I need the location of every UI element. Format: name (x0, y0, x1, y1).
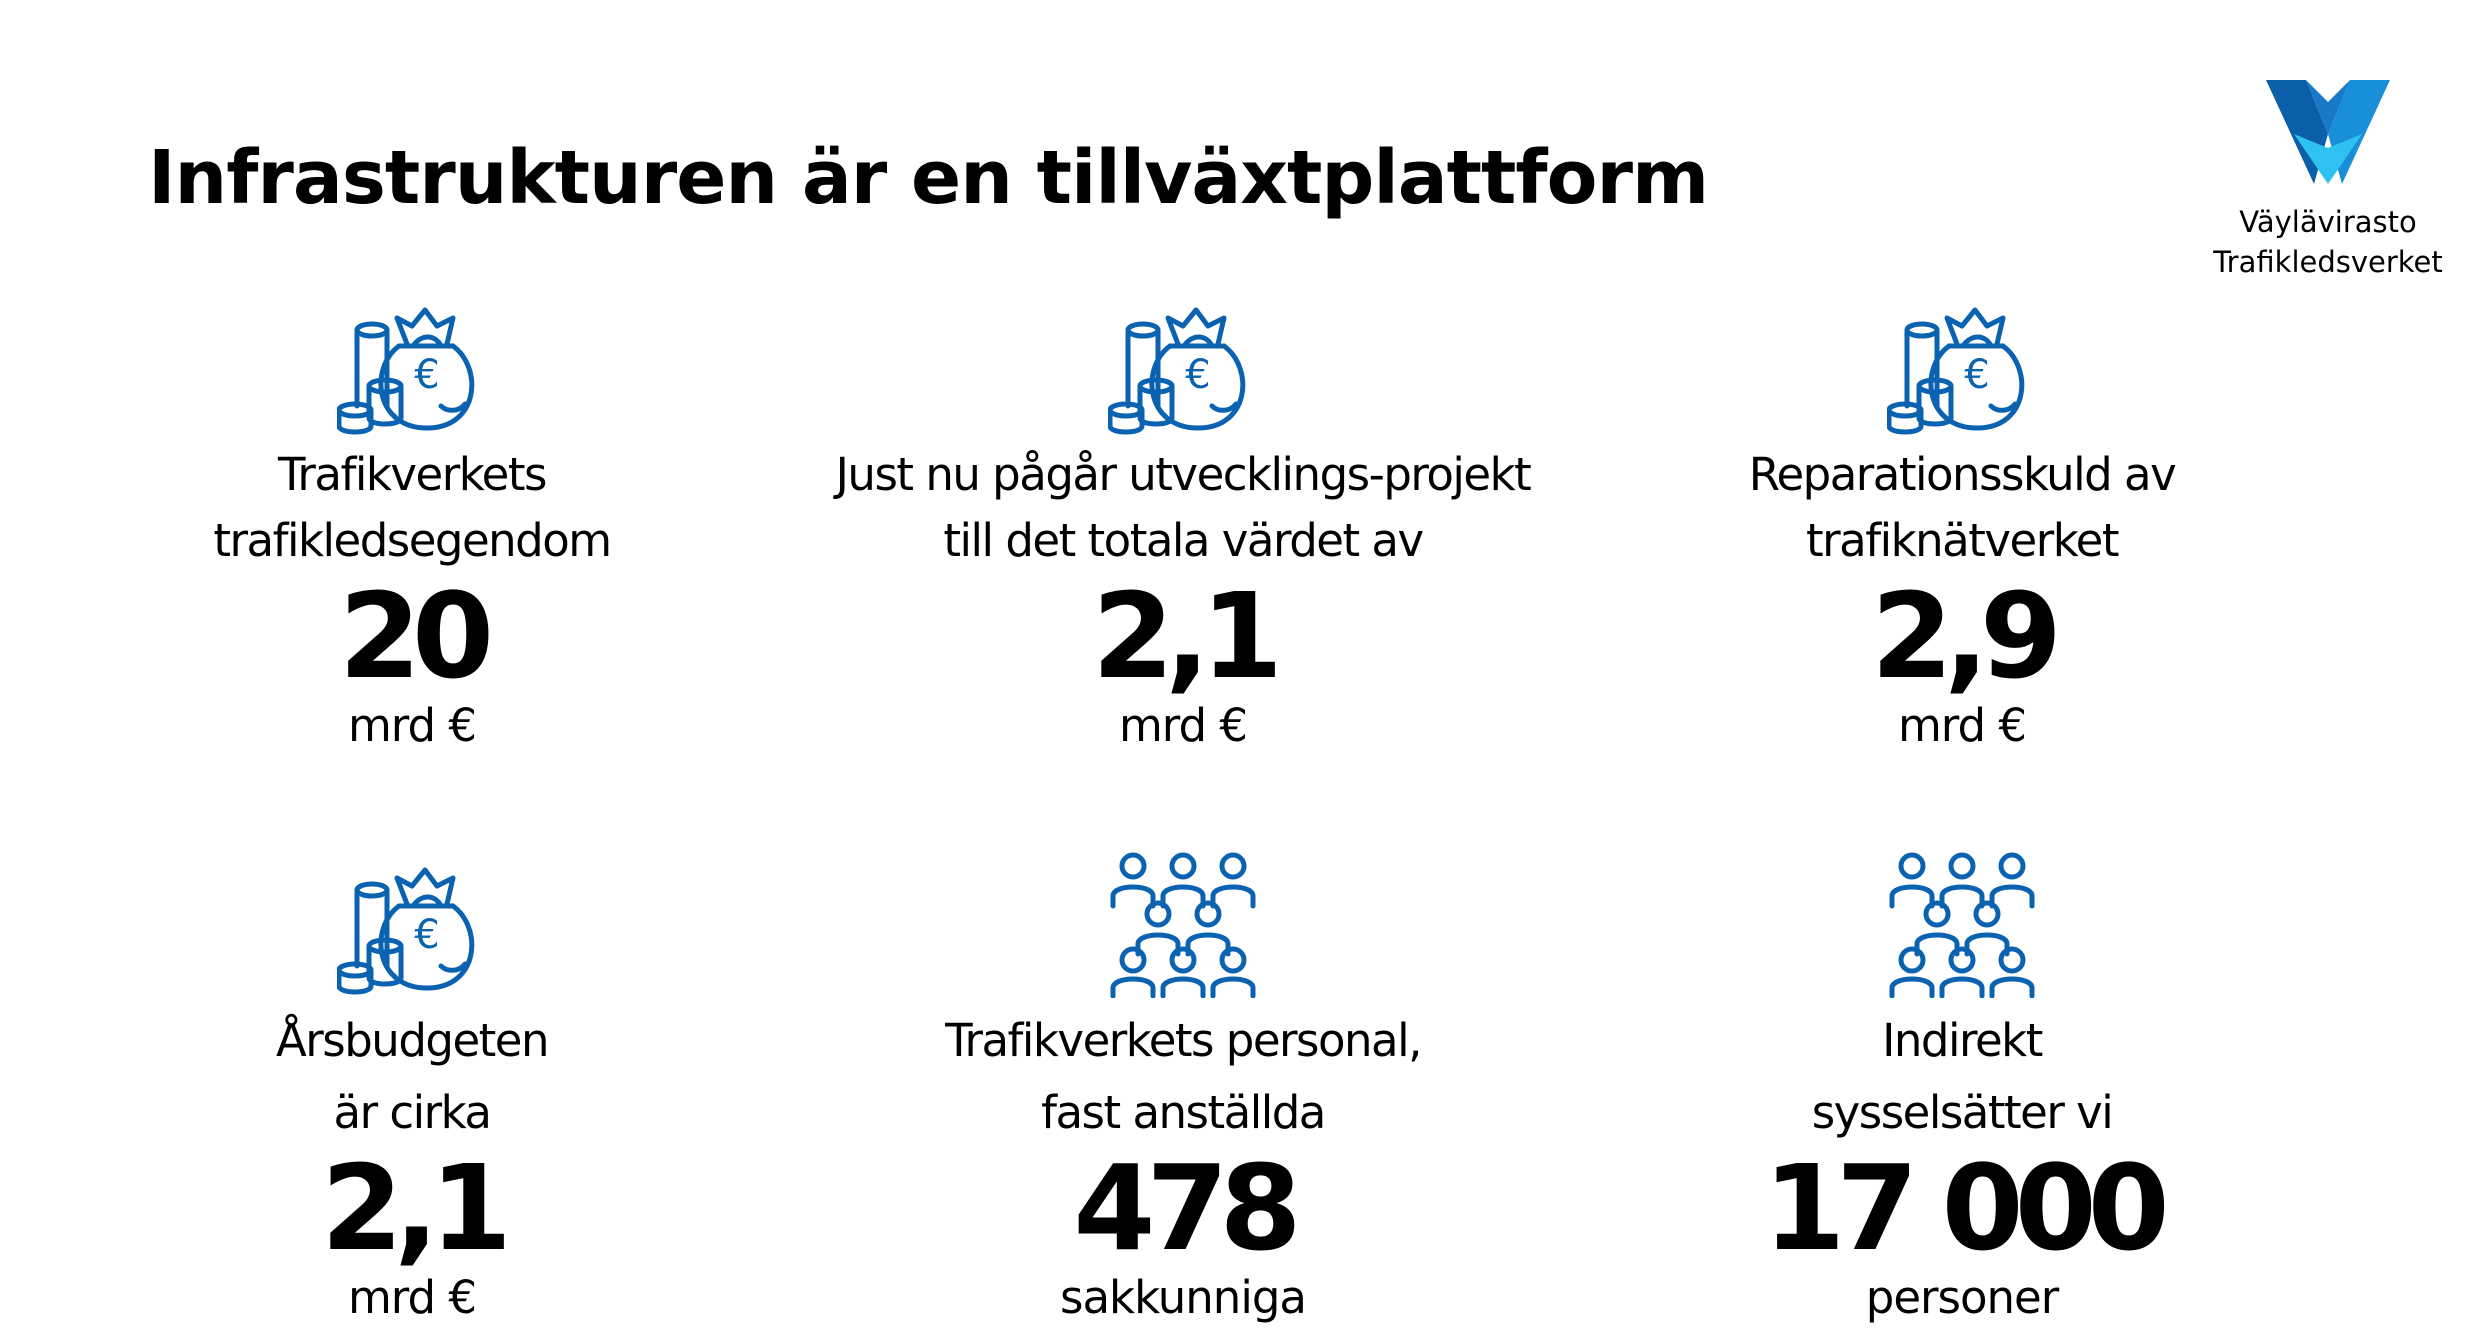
stat-unit: sakkunniga (1060, 1271, 1307, 1324)
stat-value: 2,1 (320, 1139, 512, 1277)
stat-label-line: fast anställda (1041, 1086, 1326, 1139)
stat-label-line: Reparationsskuld av (1748, 448, 2177, 501)
stat-label-line: Trafikverkets personal, (945, 1014, 1422, 1067)
stat-unit: personer (1865, 1271, 2059, 1324)
stat-value: 20 (338, 567, 494, 705)
stat-unit: mrd € (347, 699, 477, 752)
stat-indirect-employment: Indirekt sysselsätter vi 17 000 personer (1562, 848, 2362, 1328)
page-title: Infrastrukturen är en tillväxtplattform (148, 135, 1709, 221)
vaylavirasto-logo: Väylävirasto Trafikledsverket (2198, 80, 2458, 280)
people-group-icon (1887, 848, 2037, 998)
stat-unit: mrd € (1118, 699, 1248, 752)
stat-annual-budget: Årsbudgeten är cirka 2,1 mrd € (12, 848, 812, 1328)
people-group-icon (1108, 848, 1258, 998)
stat-label-line: till det totala värdet av (943, 514, 1424, 567)
v-logo-icon (2266, 80, 2390, 184)
money-bag-icon (1108, 288, 1258, 438)
stat-value: 2,1 (1091, 567, 1283, 705)
stat-staff: Trafikverkets personal, fast anställda 4… (783, 848, 1583, 1328)
stat-label-line: Trafikverkets (278, 448, 547, 501)
money-bag-icon (1887, 288, 2037, 438)
stat-label-line: Årsbudgeten (276, 1014, 549, 1067)
stat-road-assets: Trafikverkets trafikledsegendom 20 mrd € (12, 288, 812, 756)
stat-value: 17 000 (1763, 1139, 2170, 1277)
stat-label-line: Indirekt (1882, 1014, 2043, 1067)
stat-unit: mrd € (1897, 699, 2027, 752)
logo-line-2: Trafikledsverket (2213, 245, 2443, 279)
stat-value: 2,9 (1870, 567, 2062, 705)
stat-development-projects: Just nu pågår utvecklings-projekt till d… (783, 288, 1583, 756)
stat-unit: mrd € (347, 1271, 477, 1324)
stat-label-line: Just nu pågår utvecklings-projekt (835, 448, 1532, 501)
money-bag-icon (337, 288, 487, 438)
stat-label-line: trafiknätverket (1806, 514, 2119, 567)
stat-value: 478 (1073, 1139, 1301, 1277)
stat-repair-debt: Reparationsskuld av trafiknätverket 2,9 … (1562, 288, 2362, 756)
logo-line-1: Väylävirasto (2239, 205, 2417, 239)
stat-label-line: trafikledsegendom (213, 514, 612, 567)
stat-label-line: är cirka (333, 1086, 492, 1139)
money-bag-icon (337, 848, 487, 998)
stat-label-line: sysselsätter vi (1811, 1086, 2114, 1139)
